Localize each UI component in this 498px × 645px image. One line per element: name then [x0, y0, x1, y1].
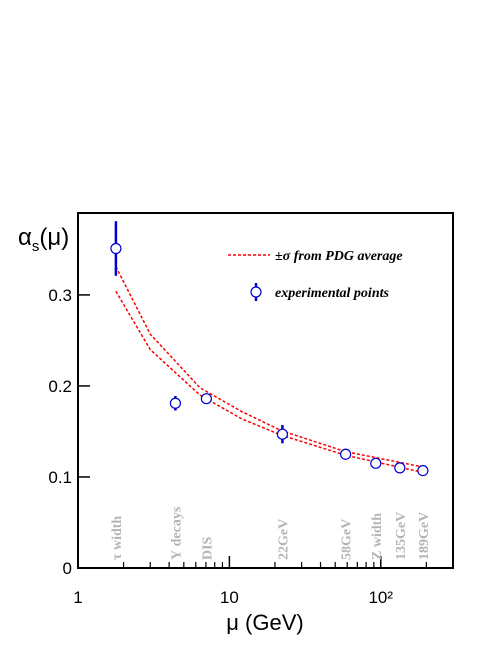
point-label: 189GeV: [417, 512, 432, 560]
x-axis-label: μ (GeV): [226, 610, 303, 635]
point-label: 58GeV: [340, 519, 355, 560]
point-label: 135GeV: [394, 512, 409, 560]
plot-frame: [77, 212, 454, 569]
data-point: [200, 393, 213, 405]
point-label: DIS: [200, 536, 215, 560]
y-axis-label: αs(μ): [18, 224, 69, 255]
point-label: Z width: [370, 513, 385, 560]
point-label: 22GeV: [276, 519, 291, 560]
y-label-subscript: s: [32, 238, 40, 255]
data-point: [370, 457, 382, 469]
y-tick-label: 0.1: [48, 468, 72, 487]
x-tick-label: 10²: [368, 588, 393, 607]
data-point: [276, 428, 289, 440]
sigma-curve: [115, 290, 424, 474]
legend-point-sample: [250, 286, 262, 298]
y-tick-label: 0.3: [48, 286, 72, 305]
x-tick-label: 1: [73, 588, 82, 607]
data-point: [110, 242, 122, 255]
point-label: τ width: [110, 516, 125, 560]
x-tick-label: 10: [220, 588, 239, 607]
y-label-argument: (μ): [39, 224, 69, 251]
legend-label: ±σ from PDG average: [275, 249, 403, 264]
data-point: [340, 448, 352, 460]
data-point: [394, 462, 406, 474]
y-tick-label: 0: [63, 559, 72, 578]
legend-label: experimental points: [275, 286, 390, 301]
data-point: [417, 465, 429, 477]
y-label-symbol: α: [18, 224, 32, 251]
data-point: [169, 397, 182, 409]
y-tick-label: 0.2: [48, 377, 72, 396]
point-label: Υ decays: [169, 506, 184, 560]
